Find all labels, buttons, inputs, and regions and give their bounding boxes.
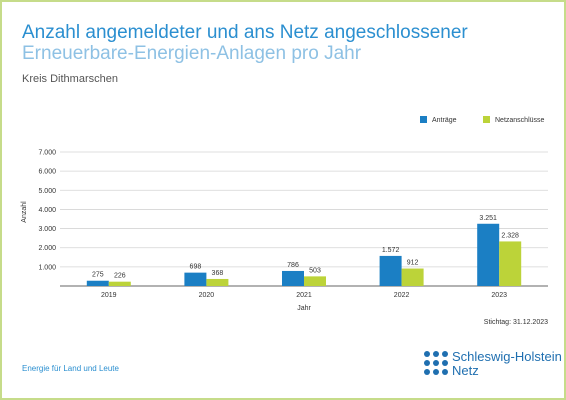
- x-tick-label: 2021: [296, 292, 312, 299]
- legend-label-netzanschluesse: Netzanschlüsse: [495, 117, 545, 124]
- logo-text-line1: Schleswig-Holstein: [452, 349, 562, 364]
- bar-netzanschluesse: [499, 241, 522, 286]
- x-tick-label: 2020: [199, 292, 215, 299]
- data-label: 1.572: [382, 247, 400, 254]
- bar-antraege: [379, 255, 402, 286]
- stichtag-note: Stichtag: 31.12.2023: [484, 319, 548, 326]
- data-label: 503: [309, 267, 321, 274]
- bar-netzanschluesse: [304, 276, 326, 286]
- bar-netzanschluesse: [108, 281, 131, 286]
- footer-tagline: Energie für Land und Leute: [22, 364, 119, 373]
- chart-subtitle: Kreis Dithmarschen: [22, 73, 118, 85]
- y-tick-label: 2.000: [38, 245, 56, 252]
- y-tick-label: 1.000: [38, 264, 56, 271]
- legend-label-antraege: Anträge: [432, 117, 457, 124]
- y-tick-label: 3.000: [38, 226, 56, 233]
- x-tick-label: 2019: [101, 292, 117, 299]
- y-tick-label: 4.000: [38, 207, 56, 214]
- bar-antraege: [184, 272, 207, 286]
- company-logo: Schleswig-Holstein Netz: [424, 349, 562, 379]
- chart-title-line2: Erneuerbare-Energien-Anlagen pro Jahr: [22, 43, 362, 64]
- legend-swatch-netzanschluesse: [483, 116, 490, 123]
- y-tick-label: 6.000: [38, 169, 56, 176]
- data-label: 226: [114, 273, 126, 280]
- x-tick-label: 2022: [394, 292, 410, 299]
- data-label: 2.328: [501, 232, 519, 239]
- logo-dots-icon: [424, 351, 448, 375]
- bar-antraege: [282, 270, 304, 286]
- data-label: 368: [212, 270, 224, 277]
- data-label: 3.251: [479, 215, 497, 222]
- data-label: 912: [407, 260, 419, 267]
- bar-netzanschluesse: [401, 268, 424, 286]
- bar-netzanschluesse: [206, 278, 229, 286]
- bar-antraege: [477, 223, 500, 286]
- data-label: 698: [190, 264, 202, 271]
- y-axis-label: Anzahl: [21, 201, 28, 223]
- legend-swatch-antraege: [420, 116, 427, 123]
- x-axis-label: Jahr: [297, 305, 311, 312]
- y-tick-label: 7.000: [38, 150, 56, 157]
- logo-text-line2: Netz: [452, 363, 479, 378]
- bar-antraege: [86, 280, 109, 286]
- y-tick-label: 5.000: [38, 188, 56, 195]
- chart-title-line1: Anzahl angemeldeter und ans Netz angesch…: [22, 22, 468, 43]
- data-label: 275: [92, 272, 104, 279]
- data-label: 786: [287, 262, 299, 269]
- x-tick-label: 2023: [491, 292, 507, 299]
- bar-chart: 1.000 2.000 3.000 4.000 5.000 6.000 7.000 Anzah…: [21, 116, 548, 326]
